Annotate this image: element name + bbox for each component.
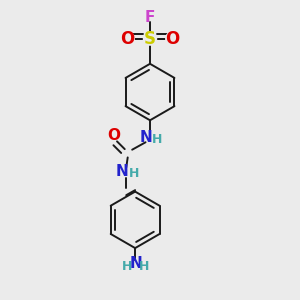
Text: N: N [129, 256, 142, 271]
Text: O: O [165, 29, 179, 47]
Circle shape [143, 32, 157, 45]
Text: H: H [128, 167, 139, 180]
Text: O: O [121, 29, 135, 47]
Text: H: H [122, 260, 132, 273]
Circle shape [166, 32, 179, 45]
Text: H: H [152, 133, 163, 146]
Text: N: N [116, 164, 129, 179]
Text: O: O [107, 128, 120, 143]
Circle shape [121, 32, 134, 45]
Text: H: H [139, 260, 149, 273]
Text: F: F [145, 10, 155, 25]
Text: N: N [140, 130, 152, 145]
Text: S: S [144, 29, 156, 47]
